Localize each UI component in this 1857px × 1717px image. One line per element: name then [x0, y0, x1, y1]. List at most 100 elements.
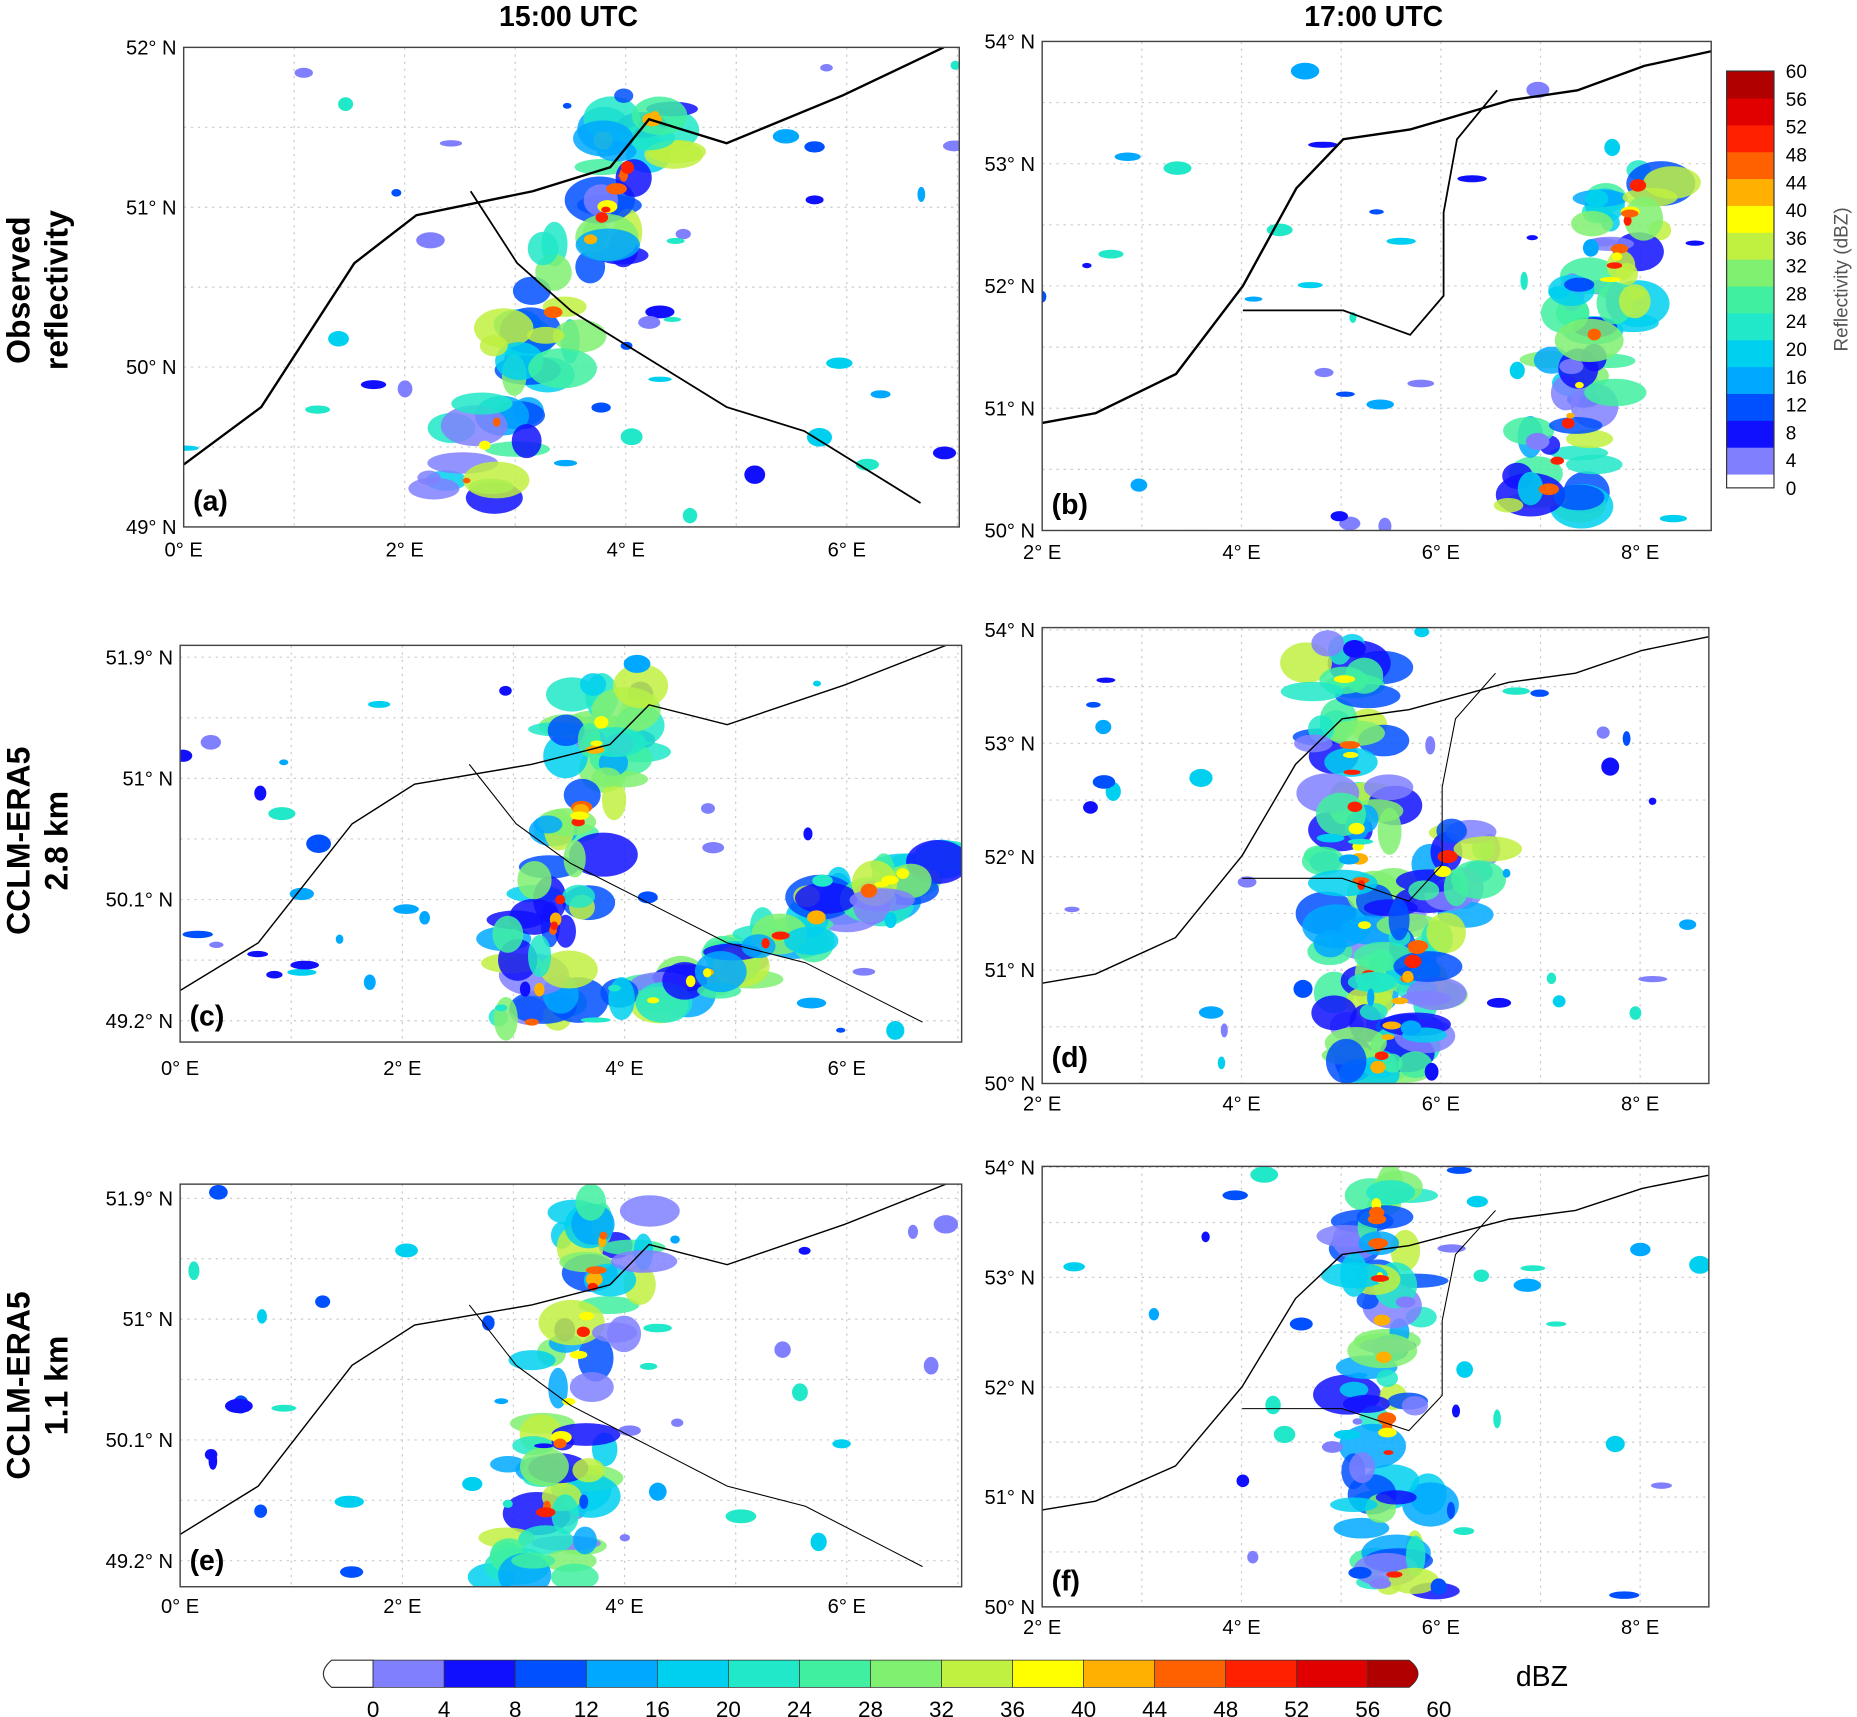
lat-label: 51° N	[985, 398, 1036, 420]
echo	[852, 967, 876, 976]
echo	[1198, 1006, 1224, 1019]
map-panel: 51.9° N 51° N 50.1° N 49.2° N 0° E 2° E 4° E 6°…	[106, 1183, 963, 1618]
echo	[1388, 899, 1410, 941]
colorbar-segment	[1367, 1659, 1419, 1688]
colorbar-tick-label: 44	[1142, 1697, 1167, 1717]
boundary-line	[1242, 1210, 1496, 1432]
echo	[527, 934, 552, 978]
echo	[1609, 1591, 1640, 1599]
lon-label: 2° E	[1023, 1617, 1061, 1639]
echo	[1502, 687, 1530, 695]
echo	[613, 663, 669, 709]
echo	[1333, 1517, 1390, 1539]
colorbar-tick-label: 16	[645, 1697, 670, 1717]
colorbar-title: Reflectivity (dBZ)	[1831, 207, 1852, 351]
colorbar-tick-label: 24	[1786, 312, 1807, 333]
map-panel: 51.9° N 51° N 50.1° N 49.2° N 0° E 2° E 4° E 6°…	[106, 644, 963, 1080]
colorbar-tick-label: 28	[858, 1697, 883, 1717]
echo	[1650, 1482, 1672, 1489]
echo	[1520, 271, 1528, 291]
colorbar-segment	[1726, 420, 1774, 448]
echo	[1297, 281, 1323, 289]
echo	[224, 1398, 253, 1414]
colorbar-segment	[870, 1659, 942, 1688]
panel-label: (b)	[1052, 489, 1088, 521]
lat-label: 52° N	[126, 37, 177, 59]
echo-core	[1606, 262, 1623, 269]
echo	[1400, 990, 1452, 1006]
echo	[553, 459, 578, 467]
echo	[1630, 1242, 1651, 1257]
echo	[1493, 1409, 1501, 1429]
lon-label: 0° E	[161, 1058, 199, 1080]
echo	[1247, 1550, 1259, 1564]
echo-core	[1402, 970, 1414, 983]
echo	[271, 1404, 297, 1412]
echo	[511, 1552, 556, 1569]
echo	[666, 237, 685, 245]
echo	[1217, 1056, 1226, 1070]
echo-core	[583, 234, 598, 245]
echo	[1443, 868, 1469, 907]
echo-core	[601, 206, 611, 213]
echo	[550, 1563, 599, 1587]
colorbar-tick-label: 52	[1786, 118, 1807, 139]
colorbar-segment	[1726, 151, 1774, 180]
lat-label: 51° N	[985, 1487, 1036, 1509]
echo-core	[1386, 1571, 1403, 1578]
echo	[579, 673, 607, 696]
column-title: 15:00 UTC	[499, 1, 638, 33]
echo-core	[1550, 456, 1564, 465]
echo	[481, 1315, 495, 1331]
lon-label: 6° E	[828, 1596, 866, 1618]
echo	[1339, 1381, 1369, 1398]
echo	[1343, 640, 1366, 658]
echo	[1549, 416, 1603, 434]
echo	[575, 228, 641, 262]
row-label: CCLM-ERA5	[1, 747, 37, 935]
echo	[305, 405, 331, 414]
echo	[1618, 284, 1651, 319]
echo	[1293, 734, 1333, 753]
echo	[1546, 972, 1557, 985]
echo	[942, 140, 960, 152]
echo	[577, 1334, 614, 1382]
echo	[1425, 736, 1436, 755]
panel-label: (d)	[1052, 1042, 1088, 1074]
echo	[1570, 210, 1613, 237]
echo	[1430, 1578, 1447, 1596]
echo	[950, 60, 960, 70]
echo	[1605, 1435, 1625, 1453]
echo	[569, 1372, 614, 1403]
echo	[1082, 262, 1092, 269]
echo	[826, 357, 853, 369]
lat-label: 52° N	[985, 847, 1036, 869]
echo-core	[1404, 954, 1422, 969]
colorbar-segment	[799, 1659, 871, 1688]
row-label: CCLM-ERA5	[1, 1291, 37, 1479]
echo	[637, 891, 658, 904]
echo	[1546, 1321, 1567, 1327]
boundary-line	[183, 47, 945, 466]
echo	[1265, 1395, 1281, 1415]
echo	[1366, 399, 1394, 410]
echo	[1382, 1053, 1403, 1073]
echo	[1311, 630, 1345, 657]
echo-core	[1408, 943, 1426, 954]
echo	[1063, 1262, 1085, 1272]
echo	[1375, 1490, 1417, 1505]
echo	[1689, 1255, 1709, 1274]
echo-core	[1339, 741, 1361, 749]
echo	[563, 840, 586, 878]
echo-core	[543, 306, 563, 319]
map-content	[183, 47, 960, 527]
echo	[208, 1452, 218, 1470]
echo-core	[1623, 215, 1632, 226]
echo-core	[606, 183, 627, 195]
echo	[1486, 997, 1512, 1008]
echo	[1520, 1265, 1546, 1272]
echo	[526, 326, 565, 344]
echo	[774, 1341, 791, 1358]
echo	[1308, 141, 1338, 148]
colorbar-tick-label: 60	[1426, 1697, 1451, 1717]
